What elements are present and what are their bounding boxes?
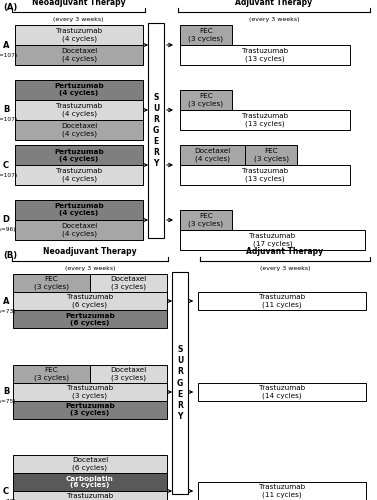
Text: Trastuzumab
(11 cycles): Trastuzumab (11 cycles)	[259, 484, 305, 498]
Bar	[15, 145, 143, 165]
Bar	[148, 23, 164, 238]
Bar	[13, 383, 167, 401]
Text: (B): (B)	[3, 251, 17, 260]
Text: Pertuzumab
(4 cycles): Pertuzumab (4 cycles)	[54, 148, 104, 162]
Text: Adjuvant Therapy: Adjuvant Therapy	[247, 247, 323, 256]
Bar	[245, 145, 297, 165]
Bar	[172, 272, 188, 494]
Text: Trastuzumab
(13 cycles): Trastuzumab (13 cycles)	[242, 114, 288, 126]
Bar	[15, 80, 143, 100]
Bar	[198, 482, 366, 500]
Text: FEC
(3 cycles): FEC (3 cycles)	[34, 367, 69, 381]
Bar	[13, 491, 167, 500]
Text: (every 3 weeks): (every 3 weeks)	[53, 17, 104, 22]
Text: Carboplatin
(6 cycles): Carboplatin (6 cycles)	[66, 476, 114, 488]
Bar	[90, 365, 167, 383]
Text: B: B	[3, 388, 9, 396]
Text: Pertuzumab
(4 cycles): Pertuzumab (4 cycles)	[54, 84, 104, 96]
Text: Trastuzumab
(11 cycles): Trastuzumab (11 cycles)	[259, 294, 305, 308]
Text: Docetaxel
(4 cycles): Docetaxel (4 cycles)	[61, 48, 97, 62]
Text: FEC
(3 cycles): FEC (3 cycles)	[188, 213, 224, 227]
Text: (n=96): (n=96)	[0, 228, 16, 232]
Text: Neoadjuvant Therapy: Neoadjuvant Therapy	[43, 247, 137, 256]
Bar	[180, 45, 350, 65]
Bar	[15, 220, 143, 240]
Text: (every 3 weeks): (every 3 weeks)	[249, 17, 299, 22]
Text: Docetaxel
(3 cycles): Docetaxel (3 cycles)	[110, 276, 147, 290]
Text: Trastuzumab
(14 cycles): Trastuzumab (14 cycles)	[259, 385, 305, 399]
Bar	[180, 25, 232, 45]
Text: C: C	[3, 486, 9, 496]
Bar	[15, 100, 143, 120]
Text: A: A	[3, 296, 9, 306]
Bar	[15, 165, 143, 185]
Text: A: A	[3, 40, 9, 50]
Text: Trastuzumab
(4 cycles): Trastuzumab (4 cycles)	[56, 104, 102, 117]
Text: Trastuzumab
(6 cycles): Trastuzumab (6 cycles)	[67, 294, 113, 308]
Bar	[13, 292, 167, 310]
Text: C: C	[3, 160, 9, 170]
Bar	[13, 310, 167, 328]
Text: Docetaxel
(3 cycles): Docetaxel (3 cycles)	[110, 367, 147, 381]
Bar	[180, 145, 245, 165]
Bar	[13, 365, 90, 383]
Bar	[180, 210, 232, 230]
Bar	[15, 25, 143, 45]
Text: (every 3 weeks): (every 3 weeks)	[260, 266, 310, 271]
Text: Docetaxel
(4 cycles): Docetaxel (4 cycles)	[61, 123, 97, 136]
Bar	[15, 120, 143, 140]
Text: Trastuzumab
(13 cycles): Trastuzumab (13 cycles)	[242, 48, 288, 62]
Text: Trastuzumab
(4 cycles): Trastuzumab (4 cycles)	[56, 168, 102, 181]
Text: (n=77): (n=77)	[0, 498, 16, 500]
Text: Trastuzumab
(17 cycles): Trastuzumab (17 cycles)	[249, 233, 296, 246]
Bar	[15, 45, 143, 65]
Bar	[180, 230, 365, 250]
Text: Trastuzumab
(4 cycles): Trastuzumab (4 cycles)	[56, 28, 102, 42]
Text: FEC
(3 cycles): FEC (3 cycles)	[188, 28, 224, 42]
Text: Adjuvant Therapy: Adjuvant Therapy	[236, 0, 313, 7]
Text: Docetaxel
(4 cycles): Docetaxel (4 cycles)	[61, 223, 97, 237]
Text: Neoadjuvant Therapy: Neoadjuvant Therapy	[32, 0, 125, 7]
Text: S
U
R
G
E
R
Y: S U R G E R Y	[177, 345, 183, 421]
Text: (n=75): (n=75)	[0, 400, 16, 404]
Bar	[15, 200, 143, 220]
Text: Pertuzumab
(4 cycles): Pertuzumab (4 cycles)	[54, 204, 104, 216]
Text: (n=107): (n=107)	[0, 118, 18, 122]
Bar	[180, 110, 350, 130]
Text: Pertuzumab
(6 cycles): Pertuzumab (6 cycles)	[65, 312, 115, 326]
Text: FEC
(3 cycles): FEC (3 cycles)	[188, 93, 224, 107]
Bar	[13, 401, 167, 419]
Text: Trastuzumab
(3 cycles): Trastuzumab (3 cycles)	[67, 385, 113, 399]
Text: FEC
(3 cycles): FEC (3 cycles)	[34, 276, 69, 290]
Bar	[90, 274, 167, 292]
Bar	[198, 292, 366, 310]
Bar	[13, 473, 167, 491]
Text: (n=107): (n=107)	[0, 172, 18, 178]
Text: Pertuzumab
(3 cycles): Pertuzumab (3 cycles)	[65, 404, 115, 416]
Text: B: B	[3, 106, 9, 114]
Text: FEC
(3 cycles): FEC (3 cycles)	[253, 148, 288, 162]
Text: (n=107): (n=107)	[0, 52, 18, 58]
Bar	[180, 90, 232, 110]
Bar	[13, 455, 167, 473]
Text: (n=73): (n=73)	[0, 308, 16, 314]
Text: S
U
R
G
E
R
Y: S U R G E R Y	[153, 92, 159, 168]
Text: (A): (A)	[3, 3, 17, 12]
Text: Docetaxel
(4 cycles): Docetaxel (4 cycles)	[195, 148, 231, 162]
Bar	[180, 165, 350, 185]
Text: Trastuzumab
(13 cycles): Trastuzumab (13 cycles)	[242, 168, 288, 181]
Text: D: D	[3, 216, 9, 224]
Text: Trastuzumab
(6 cycles): Trastuzumab (6 cycles)	[67, 493, 113, 500]
Bar	[198, 383, 366, 401]
Text: Docetaxel
(6 cycles): Docetaxel (6 cycles)	[72, 457, 108, 471]
Bar	[13, 274, 90, 292]
Text: (every 3 weeks): (every 3 weeks)	[65, 266, 115, 271]
